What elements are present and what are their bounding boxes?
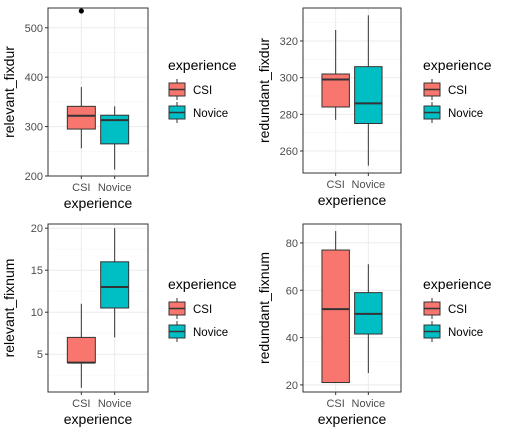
legend-title: experience (168, 57, 237, 73)
box-csi (66, 303, 96, 388)
legend-label: CSI (193, 85, 212, 97)
panel-background (48, 224, 148, 392)
legend-key-novice (423, 321, 441, 342)
y-axis-title: redundant_fixdur (256, 38, 272, 143)
y-tick-label: 10 (31, 307, 43, 319)
y-tick-label: 400 (25, 72, 43, 84)
y-tick-label: 80 (286, 238, 298, 250)
panel-background (303, 8, 401, 173)
legend-label: CSI (448, 85, 467, 97)
y-axis-title: relevant_fixnum (1, 259, 17, 358)
x-tick-label: CSI (326, 398, 344, 410)
panel-background (48, 8, 148, 176)
y-axis-title: redundant_fixnum (256, 252, 272, 364)
box-csi (66, 8, 96, 149)
legend-label: Novice (448, 108, 483, 120)
box-iqr (354, 66, 383, 124)
y-axis-title: relevant_fixdur (1, 46, 17, 138)
legend: experience CSI Novice (168, 276, 237, 342)
x-tick-label: Novice (352, 179, 386, 191)
x-tick-label: CSI (72, 398, 90, 410)
legend-label: CSI (448, 304, 467, 316)
y-tick-label: 320 (280, 36, 298, 48)
x-tick-label: Novice (352, 398, 386, 410)
y-tick-label: 500 (25, 23, 43, 35)
legend: experience CSI Novice (168, 57, 237, 123)
x-axis-title: experience (318, 411, 387, 427)
legend-label: CSI (193, 304, 212, 316)
legend-key-csi (423, 79, 441, 100)
y-tick-label: 15 (31, 265, 43, 277)
box-iqr (321, 249, 350, 384)
box-csi (321, 231, 350, 384)
y-tick-label: 280 (280, 109, 298, 121)
y-tick-label: 260 (280, 146, 298, 158)
legend-key-csi (423, 298, 441, 319)
legend-label: Novice (193, 108, 228, 120)
legend-title: experience (168, 276, 237, 292)
x-tick-label: CSI (72, 182, 90, 194)
box-novice (100, 106, 130, 170)
legend-key-csi (168, 298, 186, 319)
box-iqr (100, 261, 130, 309)
x-tick-label: Novice (98, 182, 132, 194)
legend-key-csi (168, 79, 186, 100)
x-tick-label: CSI (326, 179, 344, 191)
legend-title: experience (423, 276, 492, 292)
box-novice (354, 15, 383, 166)
x-axis-title: experience (318, 192, 387, 208)
y-tick-label: 20 (286, 380, 298, 392)
y-tick-label: 20 (31, 223, 43, 235)
y-tick-label: 300 (25, 122, 43, 134)
y-tick-label: 5 (37, 349, 43, 361)
legend-key-novice (168, 102, 186, 123)
legend-title: experience (423, 57, 492, 73)
y-tick-label: 40 (286, 333, 298, 345)
box-iqr (66, 336, 96, 364)
x-axis-title: experience (64, 195, 133, 211)
box-iqr (66, 105, 96, 130)
panel-border (302, 223, 402, 393)
box-csi (321, 30, 350, 120)
panel-background (303, 224, 401, 392)
x-tick-label: Novice (98, 398, 132, 410)
box-novice (100, 228, 130, 338)
x-axis-title: experience (64, 411, 133, 427)
panel-border (47, 223, 149, 393)
y-tick-label: 200 (25, 171, 43, 183)
legend: experience CSI Novice (423, 57, 492, 123)
outlier-point (78, 8, 84, 14)
legend-label: Novice (193, 327, 228, 339)
legend-label: Novice (448, 327, 483, 339)
y-tick-label: 300 (280, 73, 298, 85)
legend: experience CSI Novice (423, 276, 492, 342)
panel-border (302, 7, 402, 174)
y-tick-label: 60 (286, 285, 298, 297)
legend-key-novice (423, 102, 441, 123)
panel-border (47, 7, 149, 177)
legend-key-novice (168, 321, 186, 342)
box-novice (354, 264, 383, 374)
